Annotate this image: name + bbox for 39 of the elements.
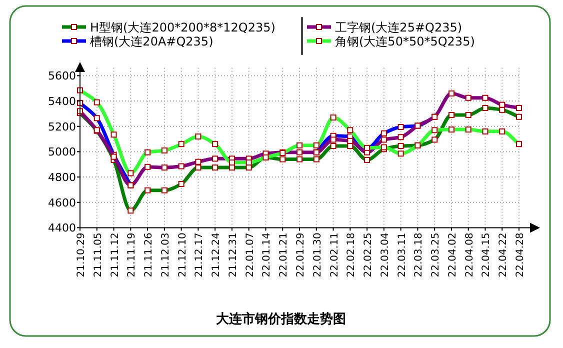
y-tick-label: 5200 bbox=[48, 120, 76, 134]
x-tick-label: 22.04.28 bbox=[515, 232, 526, 278]
x-tick-label: 21.12.03 bbox=[160, 232, 172, 278]
x-tick-label: 22.01.21 bbox=[278, 232, 290, 278]
x-tick-label: 21.12.17 bbox=[194, 232, 206, 278]
x-tick-label: 21.12.31 bbox=[228, 232, 239, 278]
y-tick-label: 5000 bbox=[48, 146, 76, 159]
x-tick-label: 22.01.30 bbox=[312, 232, 324, 278]
legend-label: 工字钢(大连25#Q235) bbox=[335, 20, 462, 34]
y-tick-label: 5600 bbox=[48, 70, 76, 83]
x-tick-label: 22.02.18 bbox=[346, 232, 358, 278]
x-tick-label: 22.04.15 bbox=[481, 232, 492, 278]
x-tick-label: 21.10.29 bbox=[76, 232, 87, 278]
x-tick-label: 22.01.07 bbox=[244, 232, 256, 278]
x-tick-label: 22.01.14 bbox=[262, 232, 273, 278]
y-tick-label: 5400 bbox=[48, 95, 76, 108]
x-tick-label: 22.02.25 bbox=[363, 232, 374, 278]
x-tick-label: 21.11.12 bbox=[110, 232, 121, 278]
x-tick-label: 22.03.04 bbox=[380, 232, 391, 278]
legend-label: 角钢(大连50*50*5Q235) bbox=[335, 34, 475, 48]
y-tick-label: 4800 bbox=[48, 171, 76, 184]
x-tick-label: 21.12.24 bbox=[211, 232, 222, 278]
x-tick-label: 21.11.26 bbox=[144, 232, 155, 278]
x-tick-label: 22.01.29 bbox=[296, 232, 306, 278]
x-tick-label: 22.04.08 bbox=[464, 232, 476, 278]
x-tick-label: 22.03.25 bbox=[430, 232, 442, 278]
x-tick-label: 22.02.11 bbox=[329, 232, 340, 278]
x-tick-label: 22.04.02 bbox=[447, 232, 458, 278]
x-tick-label: 22.04.22 bbox=[498, 232, 510, 278]
x-tick-label: 22.03.11 bbox=[396, 232, 408, 278]
x-tick-label: 21.11.05 bbox=[92, 232, 104, 278]
x-tick-label: 22.03.18 bbox=[414, 232, 425, 278]
legend-label: 槽钢(大连20A#Q235) bbox=[90, 34, 214, 48]
legend-label: H型钢(大连200*200*8*12Q235) bbox=[90, 20, 276, 34]
x-tick-label: 21.11.19 bbox=[126, 232, 138, 278]
x-tick-label: 21.12.10 bbox=[177, 232, 188, 278]
y-tick-label: 4400 bbox=[48, 222, 76, 235]
text: 大连市钢价指数走势图 bbox=[216, 311, 346, 327]
y-tick-label: 4600 bbox=[48, 196, 76, 210]
